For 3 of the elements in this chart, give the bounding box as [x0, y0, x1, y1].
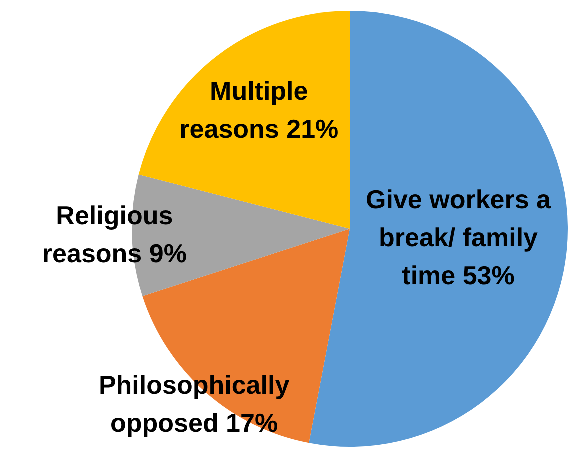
slice-label: Religious reasons 9% [42, 200, 187, 269]
slice-label: Give workers a break/ family time 53% [366, 184, 552, 290]
slice-label: Multiple reasons 21% [180, 76, 339, 144]
